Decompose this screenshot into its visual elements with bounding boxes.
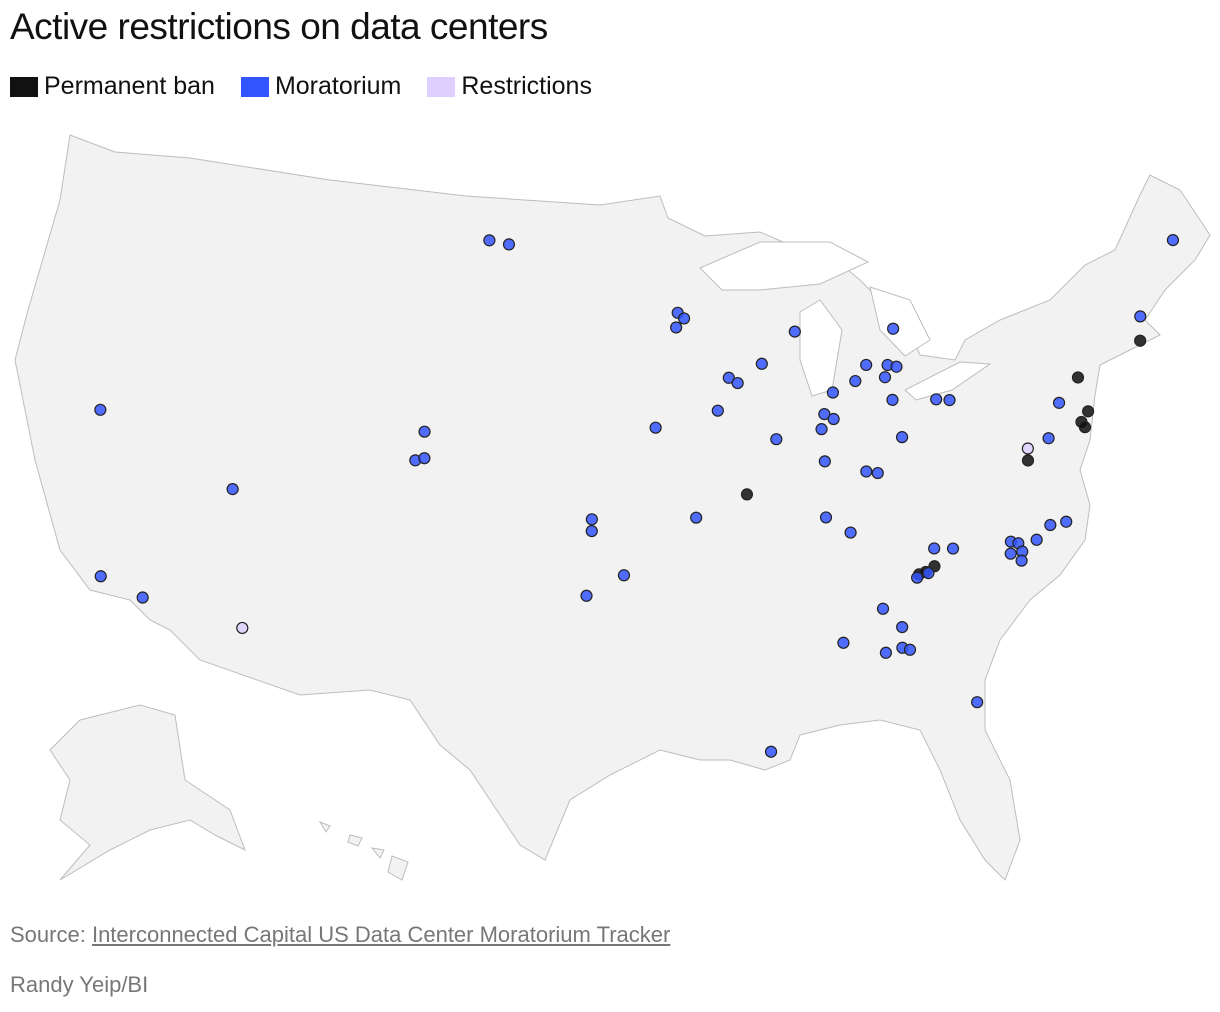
location-dot [1060,515,1073,528]
legend-item: Restrictions [427,72,592,101]
legend-item: Permanent ban [10,72,215,101]
location-dot [826,386,840,399]
location-dot [1078,421,1092,434]
location-dot [740,488,754,501]
location-dot [837,636,850,649]
lower-48 [14,134,1211,881]
location-dot [860,358,873,372]
location-dot [690,511,703,524]
location-dot [788,325,801,338]
location-dot [903,643,917,656]
source: Source: Interconnected Capital US Data C… [10,922,670,948]
location-dot [911,571,924,584]
lake-superior [699,241,870,291]
location-dot [1030,533,1043,546]
location-dot [930,393,943,406]
location-dot [418,425,431,438]
location-dot [1021,442,1034,455]
location-dot [580,589,593,602]
credit: Randy Yeip/BI [10,972,149,997]
location-dot [1082,405,1095,418]
lake-huron [869,286,931,357]
chart-title: Active restrictions on data centers [10,6,548,47]
legend-swatch [427,76,456,97]
location-dot [849,374,862,388]
location-dot [890,360,903,373]
legend-label: Permanent ban [44,72,215,100]
location-dot [922,566,935,580]
location-dot [94,570,107,583]
location-dot [731,376,744,390]
location-dot [1042,432,1055,445]
hawaii [318,820,409,881]
location-dot [226,483,239,496]
location-dot [483,234,496,247]
legend: Permanent ban Moratorium Restrictions [10,72,592,101]
location-dot [896,620,909,634]
location-dot [1052,396,1066,409]
location-dot [971,696,984,709]
location-dot [887,322,900,335]
location-dot [860,465,873,478]
location-dot [418,452,431,465]
location-dot [770,433,783,446]
location-dot [649,421,662,434]
legend-swatch [240,76,269,97]
location-dot [1166,234,1180,247]
location-dot [585,524,598,538]
location-dot [928,542,941,555]
location-dot [1071,371,1085,384]
location-dot [943,394,956,407]
location-dot [871,466,884,480]
location-dot [711,404,724,417]
points [94,234,1180,758]
location-dot [136,591,149,604]
location-dot [1134,310,1147,323]
source-link[interactable]: Interconnected Capital US Data Center Mo… [91,922,671,947]
location-dot [827,412,840,426]
location-dot [722,371,735,384]
alaska [49,704,246,881]
location-dot [818,455,831,468]
location-dot [1004,547,1017,560]
location-dot [818,407,831,421]
location-dot [876,602,890,615]
location-dot [879,646,893,659]
location-dot [755,357,768,370]
location-dot [895,431,909,444]
location-dot [815,423,828,436]
location-dot [1021,454,1035,467]
lakes [699,241,992,401]
lake-erie [904,361,992,401]
location-dot [1015,554,1028,567]
basemap [14,134,1211,881]
location-dot [236,621,249,635]
location-dot [819,511,833,524]
map [14,134,1211,881]
location-dot [946,542,960,555]
source-label: Source: [10,922,86,947]
legend-label: Moratorium [274,72,402,100]
legend-label: Restrictions [461,72,592,100]
legend-item: Moratorium [240,72,402,101]
location-dot [502,238,516,251]
location-dot [585,513,598,526]
location-dot [677,312,691,325]
location-dot [670,321,683,334]
location-dot [878,371,892,384]
location-dot [764,745,778,758]
location-dot [844,526,857,539]
location-dot [1134,334,1147,347]
location-dot [886,393,899,407]
location-dot [1044,518,1057,532]
location-dot [617,569,631,582]
location-dot [94,403,107,416]
legend-swatch [10,76,38,97]
